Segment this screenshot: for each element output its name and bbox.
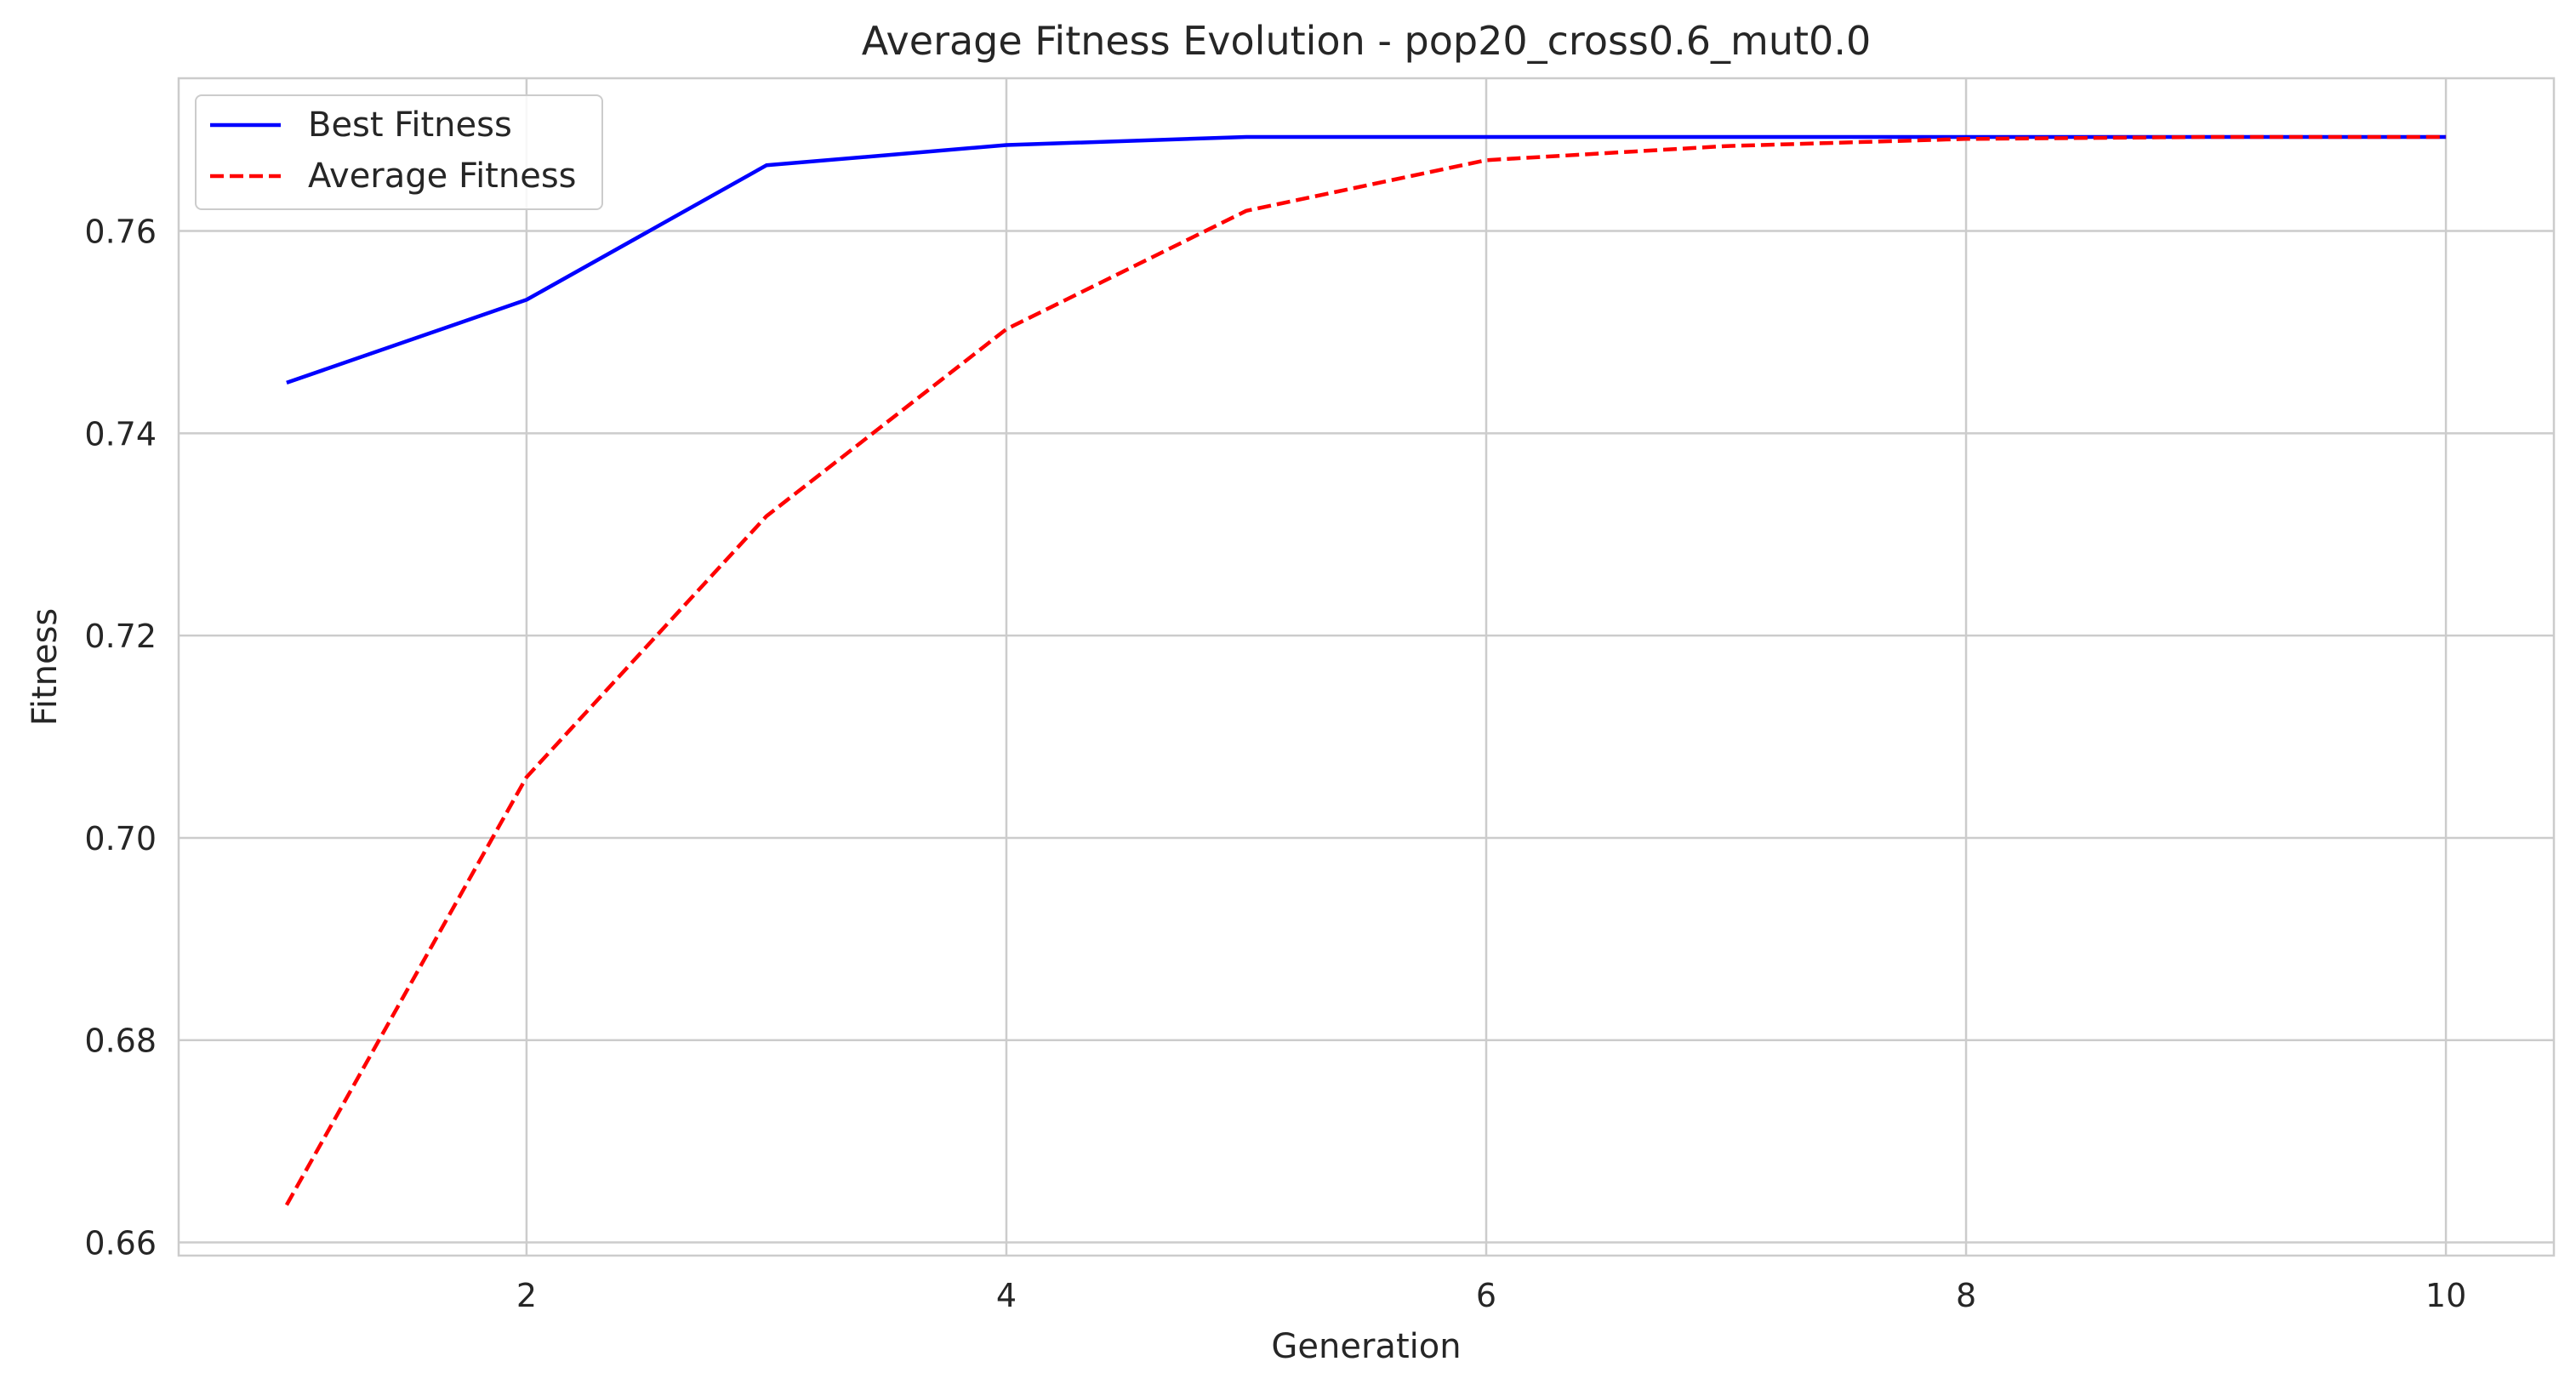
series-line-best-fitness bbox=[286, 134, 2447, 385]
y-tick-label: 0.76 bbox=[84, 214, 157, 251]
series-layer bbox=[284, 134, 2447, 1206]
tick-layer: 2 4 6 8 10 0.66 0.68 0.70 0.72 0.74 0.76 bbox=[84, 214, 2466, 1314]
legend-label-best-fitness: Best Fitness bbox=[308, 105, 512, 145]
y-axis-label: Fitness bbox=[26, 608, 65, 726]
x-tick-label: 2 bbox=[516, 1277, 537, 1314]
y-tick-label: 0.66 bbox=[84, 1225, 157, 1262]
y-tick-label: 0.72 bbox=[84, 618, 157, 655]
legend: Best Fitness Average Fitness bbox=[195, 94, 603, 210]
y-tick-label: 0.68 bbox=[84, 1023, 157, 1060]
legend-label-average-fitness: Average Fitness bbox=[308, 157, 577, 196]
x-tick-label: 6 bbox=[1476, 1277, 1496, 1314]
x-tick-label: 4 bbox=[996, 1277, 1017, 1314]
y-tick-label: 0.70 bbox=[84, 820, 157, 857]
x-axis-label: Generation bbox=[1271, 1327, 1461, 1366]
series-line-average-fitness bbox=[284, 134, 2447, 1206]
grid-layer bbox=[179, 78, 2554, 1256]
chart-title: Average Fitness Evolution - pop20_cross0… bbox=[862, 18, 1871, 64]
y-tick-label: 0.74 bbox=[84, 415, 157, 453]
x-tick-label: 10 bbox=[2425, 1277, 2466, 1314]
x-tick-label: 8 bbox=[1956, 1277, 1976, 1314]
legend-box bbox=[195, 94, 603, 210]
plot-frame bbox=[177, 77, 2556, 1257]
